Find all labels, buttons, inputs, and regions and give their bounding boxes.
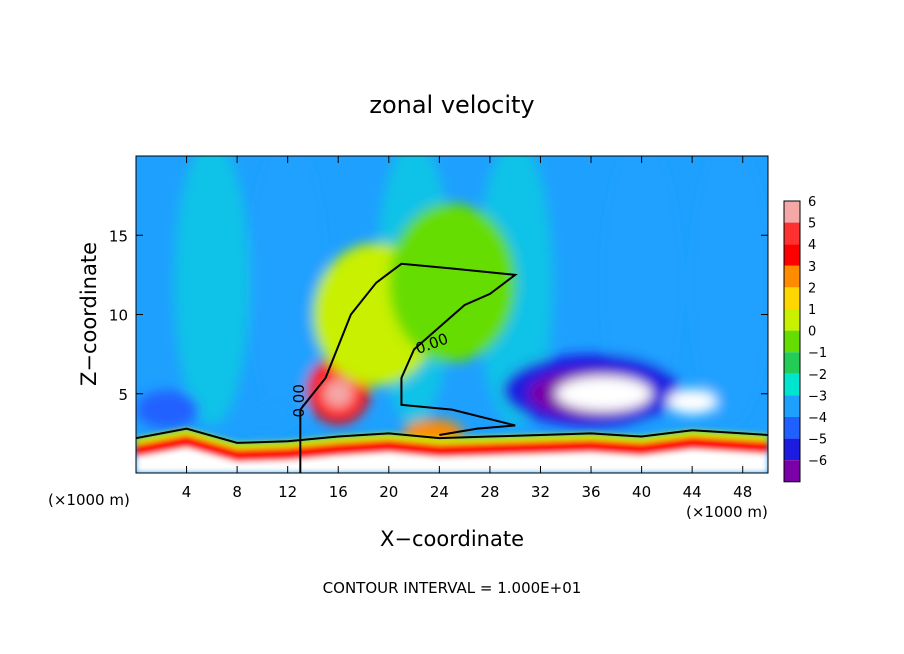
colorbar-label: 3 — [808, 260, 816, 275]
field-blob — [666, 388, 718, 415]
contour-zero-surface — [136, 427, 768, 444]
contour-interval-note: CONTOUR INTERVAL = 1.000E+01 — [323, 579, 582, 597]
colorbar-label: 0 — [808, 325, 816, 340]
y-tick-label: 15 — [109, 227, 128, 245]
colorbar-swatch — [784, 460, 800, 482]
field-blob — [237, 401, 288, 434]
field-band — [173, 156, 250, 426]
colorbar-label: 2 — [808, 281, 816, 296]
colorbar-swatch — [784, 222, 800, 245]
colorbar-label: 4 — [808, 238, 816, 253]
colorbar-label: 5 — [808, 217, 816, 232]
plot-field: 0.000.00 — [136, 156, 768, 473]
x-tick-label: 24 — [430, 483, 449, 501]
colorbar-swatch — [784, 395, 800, 417]
x-axis-label: X−coordinate — [380, 527, 524, 551]
field-blob — [136, 390, 200, 429]
x-axis: 4 8 12 16 20 24 28 32 36 40 44 48 — [182, 156, 752, 501]
field-band — [249, 156, 326, 426]
surface-layer-max — [136, 447, 768, 473]
x-tick-label: 8 — [232, 483, 242, 501]
field-band — [692, 156, 768, 426]
x-tick-label: 28 — [480, 483, 499, 501]
colorbar-swatch — [784, 352, 800, 374]
x-tick-label: 4 — [182, 483, 192, 501]
field-blob — [555, 376, 652, 412]
colorbar-swatch — [784, 330, 800, 353]
colorbar-label: −1 — [808, 346, 827, 361]
colorbar-label: −2 — [808, 368, 827, 383]
colorbar-swatch — [784, 265, 800, 288]
y-tick-label: 5 — [118, 386, 128, 404]
colorbar-label: −5 — [808, 433, 827, 448]
colorbar-swatch — [784, 201, 800, 223]
x-tick-label: 40 — [632, 483, 651, 501]
colorbar-label: −4 — [808, 411, 827, 426]
colorbar: 6 5 4 3 2 1 0 −1 −2 −3 −4 −5 −6 — [783, 195, 827, 483]
x-tick-label: 36 — [581, 483, 600, 501]
colorbar-swatch — [784, 373, 800, 396]
chart-title: zonal velocity — [369, 91, 534, 119]
x-unit-right: (×1000 m) — [686, 503, 768, 521]
y-tick-label: 10 — [109, 307, 128, 325]
y-axis-label: Z−coordinate — [77, 242, 101, 386]
colorbar-label: 6 — [808, 195, 816, 210]
x-tick-label: 12 — [278, 483, 297, 501]
colorbar-swatch — [784, 244, 800, 266]
colorbar-swatch — [784, 287, 800, 309]
colorbar-label: 1 — [808, 303, 816, 318]
colorbar-swatch — [784, 438, 800, 461]
x-tick-label: 44 — [683, 483, 702, 501]
colorbar-swatch — [784, 309, 800, 331]
colorbar-swatch — [784, 417, 800, 439]
x-tick-label: 16 — [329, 483, 348, 501]
contour-label: 0.00 — [290, 384, 308, 417]
colorbar-frame — [783, 200, 801, 483]
field-band — [477, 156, 554, 426]
colorbar-label: −6 — [808, 454, 827, 469]
field-blob — [388, 203, 516, 363]
x-unit-left: (×1000 m) — [48, 491, 130, 509]
colorbar-label: −3 — [808, 389, 827, 404]
x-tick-label: 20 — [379, 483, 398, 501]
y-axis: 5 10 15 — [109, 227, 768, 404]
contour-zero-upper — [299, 262, 518, 436]
field-blob — [323, 379, 354, 409]
x-tick-label: 32 — [531, 483, 550, 501]
x-tick-label: 48 — [733, 483, 752, 501]
